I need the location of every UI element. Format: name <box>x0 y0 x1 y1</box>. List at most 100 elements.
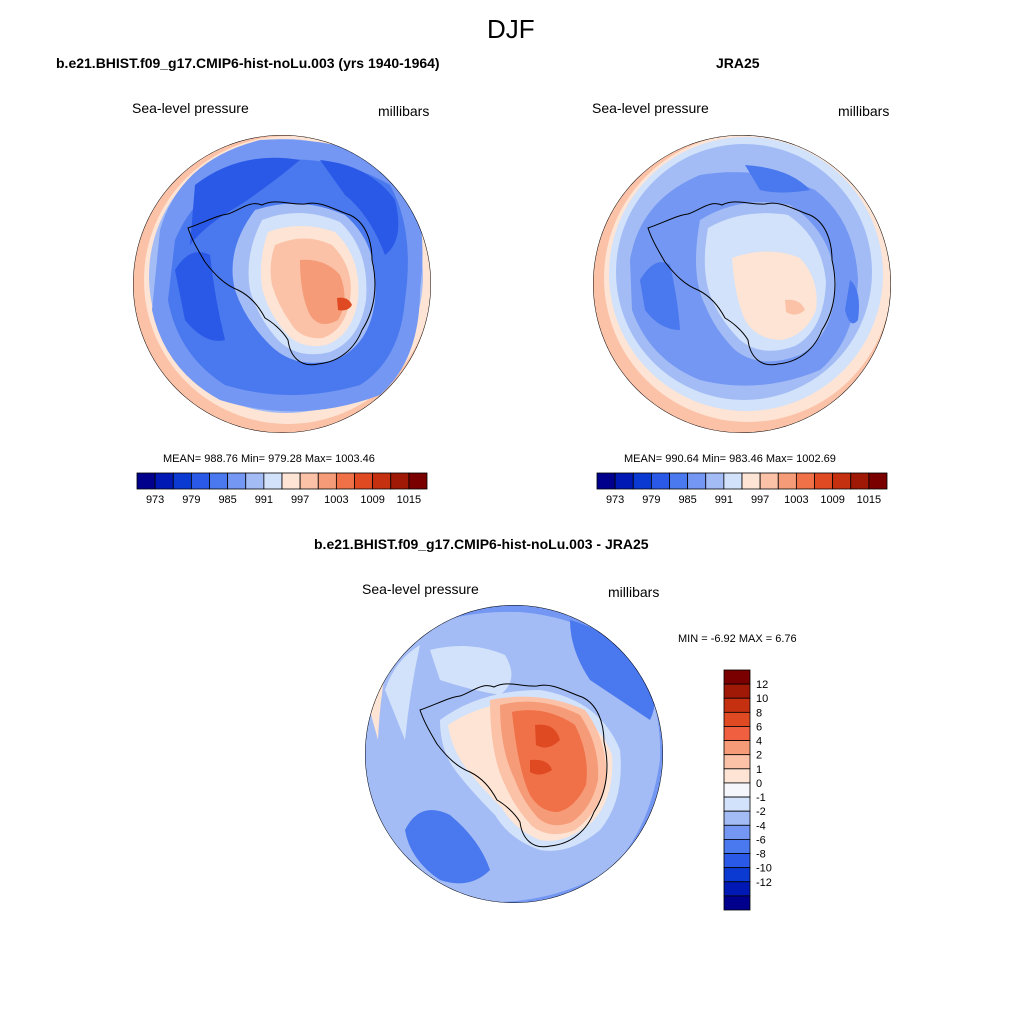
panel-obs-title: JRA25 <box>716 55 760 71</box>
colorbar-swatch <box>354 472 374 490</box>
colorbar-swatch <box>650 472 670 490</box>
colorbar-swatch <box>723 768 751 784</box>
colorbar-swatch <box>136 472 156 490</box>
panel-model-title: b.e21.BHIST.f09_g17.CMIP6-hist-noLu.003 … <box>56 55 440 71</box>
colorbar-swatch <box>190 472 210 490</box>
colorbar-tick-label: 997 <box>291 494 309 506</box>
figure-title: DJF <box>487 14 535 44</box>
colorbar-swatch <box>814 472 834 490</box>
panel-model-units-label: millibars <box>378 103 430 119</box>
colorbar-tick-label: 12 <box>756 679 768 691</box>
colorbar-swatch <box>723 697 751 713</box>
map-obs <box>593 135 891 433</box>
colorbar-tick-label: 973 <box>606 494 624 506</box>
colorbar-swatch <box>723 796 751 812</box>
colorbar-swatch <box>614 472 634 490</box>
colorbar-swatch <box>372 472 392 490</box>
colorbar-swatch <box>317 472 337 490</box>
colorbar-swatch <box>596 472 616 490</box>
colorbar-tick-label: 991 <box>715 494 733 506</box>
colorbar-tick-label: 985 <box>678 494 696 506</box>
colorbar-tick-label: 979 <box>642 494 660 506</box>
colorbar-swatch <box>723 853 751 869</box>
colorbar-swatch <box>723 472 743 490</box>
colorbar-swatch <box>335 472 355 490</box>
colorbar-swatch <box>832 472 852 490</box>
panel-model-stats: MEAN= 988.76 Min= 979.28 Max= 1003.46 <box>163 453 375 465</box>
colorbar-swatch <box>868 472 888 490</box>
colorbar-tick-label: 2 <box>756 750 762 762</box>
colorbar-tick-label: 1003 <box>784 494 808 506</box>
colorbar-tick-label: 4 <box>756 736 762 748</box>
colorbar-swatch <box>390 472 410 490</box>
panel-obs-stats: MEAN= 990.64 Min= 983.46 Max= 1002.69 <box>624 453 836 465</box>
panel-diff-units-label: millibars <box>608 584 660 600</box>
colorbar-swatch <box>687 472 707 490</box>
colorbar-tick-label: 1015 <box>857 494 881 506</box>
colorbar-tick-label: 1009 <box>820 494 844 506</box>
colorbar-swatch <box>172 472 192 490</box>
colorbar-swatch <box>245 472 265 490</box>
colorbar-swatch <box>850 472 870 490</box>
colorbar-swatch <box>408 472 428 490</box>
colorbar-swatch <box>777 472 797 490</box>
colorbar-swatch <box>281 472 301 490</box>
colorbar-model: 973 979 985 991 997 1003 1009 1015 <box>136 472 428 506</box>
colorbar-tick-label: 991 <box>255 494 273 506</box>
colorbar-swatch <box>723 867 751 883</box>
colorbar-swatch <box>209 472 229 490</box>
colorbar-tick-label: 1009 <box>360 494 384 506</box>
colorbar-swatch <box>723 881 751 897</box>
colorbar-swatch <box>723 711 751 727</box>
colorbar-tick-label: -8 <box>756 849 766 861</box>
colorbar-swatch <box>723 740 751 756</box>
panel-model-variable-label: Sea-level pressure <box>132 100 249 116</box>
colorbar-swatch <box>741 472 761 490</box>
colorbar-swatch <box>795 472 815 490</box>
colorbar-tick-label: 6 <box>756 721 762 733</box>
colorbar-tick-label: 10 <box>756 693 768 705</box>
colorbar-swatch <box>723 810 751 826</box>
colorbar-swatch <box>723 824 751 840</box>
colorbar-swatch <box>723 683 751 699</box>
colorbar-tick-label: -6 <box>756 834 766 846</box>
colorbar-tick-label: 1 <box>756 764 762 776</box>
colorbar-swatch <box>299 472 319 490</box>
colorbar-swatch <box>669 472 689 490</box>
colorbar-tick-label: 985 <box>218 494 236 506</box>
colorbar-swatch <box>632 472 652 490</box>
map-diff <box>365 605 663 903</box>
colorbar-swatch <box>723 895 751 911</box>
colorbar-swatch <box>723 839 751 854</box>
colorbar-swatch <box>263 472 283 490</box>
colorbar-swatch <box>759 472 779 490</box>
colorbar-tick-label: -1 <box>756 792 766 804</box>
colorbar-tick-label: 973 <box>146 494 164 506</box>
colorbar-tick-label: -12 <box>756 877 772 889</box>
colorbar-tick-label: 1015 <box>397 494 421 506</box>
colorbar-tick-label: 8 <box>756 707 762 719</box>
colorbar-tick-label: -10 <box>756 863 772 875</box>
panel-diff-variable-label: Sea-level pressure <box>362 581 479 597</box>
colorbar-tick-label: 1003 <box>324 494 348 506</box>
colorbar-tick-label: 979 <box>182 494 200 506</box>
colorbar-swatch <box>723 669 751 685</box>
colorbar-swatch <box>723 754 751 770</box>
panel-obs-units-label: millibars <box>838 103 890 119</box>
colorbar-obs: 973 979 985 991 997 1003 1009 1015 <box>596 472 888 506</box>
colorbar-tick-label: 997 <box>751 494 769 506</box>
panel-diff-stats: MIN = -6.92 MAX = 6.76 <box>678 633 797 645</box>
colorbar-swatch <box>723 726 751 741</box>
colorbar-tick-label: -2 <box>756 806 766 818</box>
colorbar-swatch <box>705 472 725 490</box>
colorbar-swatch <box>154 472 174 490</box>
map-model <box>133 135 431 433</box>
colorbar-swatch <box>723 782 751 798</box>
panel-obs-variable-label: Sea-level pressure <box>592 100 709 116</box>
colorbar-tick-label: 0 <box>756 778 762 790</box>
panel-diff-title: b.e21.BHIST.f09_g17.CMIP6-hist-noLu.003 … <box>314 536 649 552</box>
colorbar-tick-label: -4 <box>756 820 766 832</box>
colorbar-swatch <box>227 472 247 490</box>
